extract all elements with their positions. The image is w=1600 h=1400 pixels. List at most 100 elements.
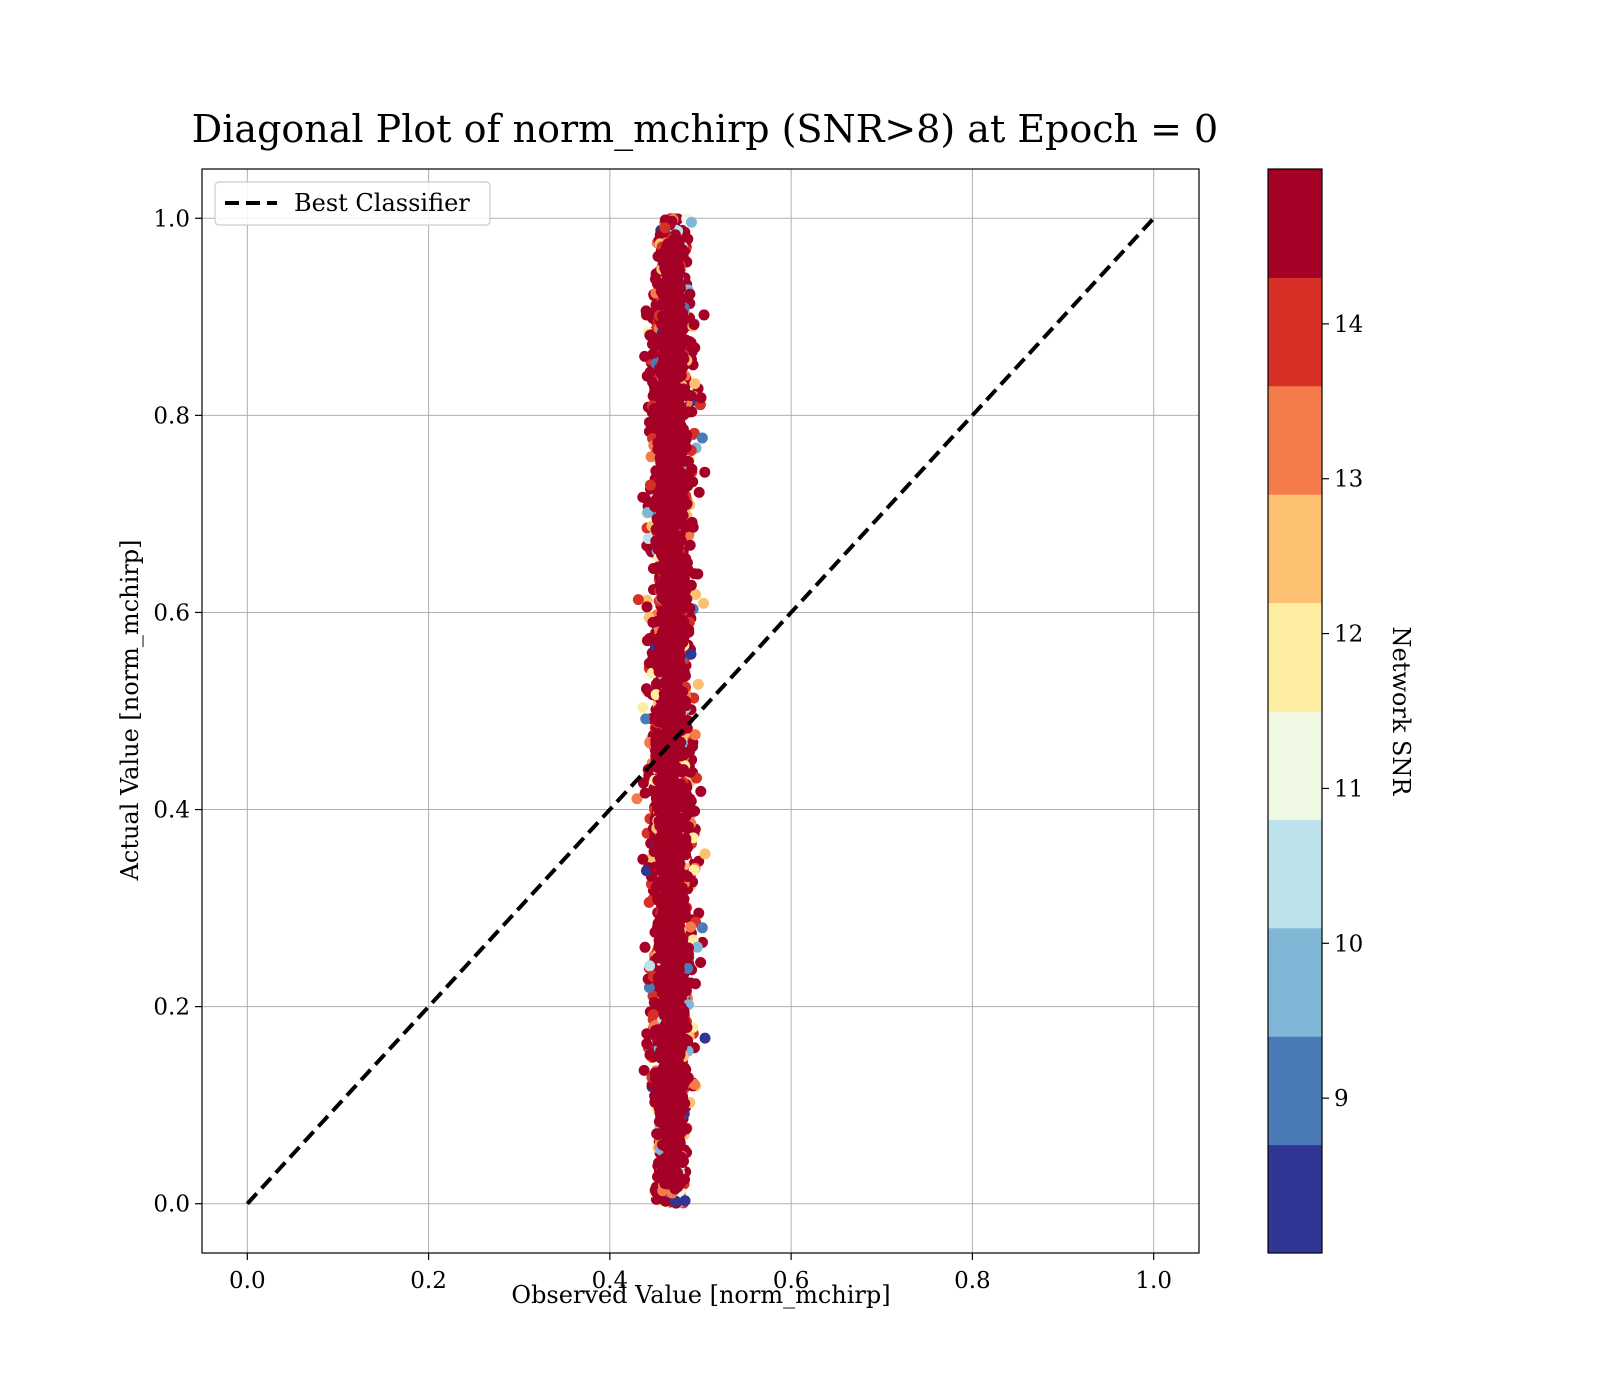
scatter-point bbox=[640, 788, 651, 799]
scatter-point bbox=[652, 514, 663, 525]
colorbar-band bbox=[1268, 1036, 1322, 1145]
scatter-point bbox=[676, 573, 687, 584]
scatter-point bbox=[667, 335, 678, 346]
scatter-point bbox=[673, 998, 684, 1009]
scatter-point bbox=[669, 766, 680, 777]
scatter-point bbox=[668, 1162, 679, 1173]
scatter-point bbox=[665, 795, 676, 806]
scatter-point bbox=[655, 401, 666, 412]
scatter-point bbox=[684, 289, 695, 300]
scatter-point bbox=[660, 771, 671, 782]
scatter-point bbox=[652, 437, 663, 448]
scatter-point bbox=[676, 955, 687, 966]
scatter-point bbox=[667, 810, 678, 821]
scatter-point bbox=[660, 460, 671, 471]
scatter-point bbox=[678, 987, 689, 998]
scatter-point bbox=[642, 635, 653, 646]
scatter-point bbox=[672, 834, 683, 845]
scatter-point bbox=[663, 849, 674, 860]
y-tick-label: 0.4 bbox=[153, 798, 190, 824]
scatter-point bbox=[658, 827, 669, 838]
scatter-point bbox=[695, 957, 706, 968]
scatter-point-outlier bbox=[697, 922, 708, 933]
colorbar-band bbox=[1268, 1145, 1322, 1254]
scatter-point bbox=[649, 340, 660, 351]
scatter-point bbox=[664, 693, 675, 704]
scatter-point bbox=[685, 649, 696, 660]
scatter-point bbox=[676, 535, 687, 546]
scatter-point bbox=[694, 487, 705, 498]
scatter-point bbox=[668, 649, 679, 660]
scatter-point bbox=[650, 535, 661, 546]
scatter-point-outlier bbox=[700, 1033, 711, 1044]
scatter-point bbox=[648, 1009, 659, 1020]
scatter-point bbox=[678, 353, 689, 364]
scatter-point bbox=[674, 867, 685, 878]
scatter-point bbox=[661, 351, 672, 362]
scatter-point bbox=[674, 419, 685, 430]
legend: Best Classifier bbox=[215, 182, 490, 225]
x-tick-label: 0.8 bbox=[954, 1268, 991, 1294]
scatter-point-outlier bbox=[680, 1195, 691, 1206]
scatter-point bbox=[652, 730, 663, 741]
scatter-point-outlier bbox=[700, 848, 711, 859]
x-tick-label: 0.2 bbox=[410, 1268, 447, 1294]
scatter-point bbox=[671, 469, 682, 480]
scatter-point bbox=[640, 492, 651, 503]
scatter-point bbox=[680, 334, 691, 345]
scatter-point bbox=[671, 277, 682, 288]
scatter-point bbox=[673, 404, 684, 415]
colorbar-tick-label: 10 bbox=[1334, 931, 1363, 957]
scatter-point bbox=[666, 544, 677, 555]
colorbar-band bbox=[1268, 711, 1322, 820]
colorbar-band bbox=[1268, 386, 1322, 495]
scatter-point bbox=[689, 342, 700, 353]
scatter-point bbox=[671, 1085, 682, 1096]
scatter-point bbox=[677, 1039, 688, 1050]
y-tick-label: 0.0 bbox=[153, 1192, 190, 1218]
scatter-point bbox=[671, 490, 682, 501]
scatter-point bbox=[668, 668, 679, 679]
x-tick-label: 0.0 bbox=[229, 1268, 266, 1294]
scatter-point bbox=[695, 786, 706, 797]
scatter-point bbox=[699, 467, 710, 478]
scatter-point bbox=[668, 581, 679, 592]
y-axis-label: Actual Value [norm_mchirp] bbox=[116, 540, 144, 882]
scatter-point-outlier bbox=[686, 217, 697, 228]
scatter-point bbox=[633, 594, 644, 605]
colorbar-band bbox=[1268, 819, 1322, 928]
scatter-point bbox=[699, 309, 710, 320]
scatter-point bbox=[656, 384, 667, 395]
scatter-point bbox=[648, 1051, 659, 1062]
scatter-point bbox=[654, 425, 665, 436]
scatter-point bbox=[671, 638, 682, 649]
x-axis-label: Observed Value [norm_mchirp] bbox=[511, 1281, 890, 1309]
x-tick-label: 1.0 bbox=[1135, 1268, 1172, 1294]
scatter-point bbox=[653, 864, 664, 875]
y-tick-label: 0.6 bbox=[153, 600, 190, 626]
scatter-point bbox=[661, 980, 672, 991]
scatter-point bbox=[659, 277, 670, 288]
colorbar-band bbox=[1268, 169, 1322, 278]
colorbar-band bbox=[1268, 928, 1322, 1037]
scatter-point bbox=[681, 1022, 692, 1033]
y-tick-label: 0.2 bbox=[153, 995, 190, 1021]
scatter-point bbox=[660, 950, 671, 961]
scatter-point bbox=[685, 922, 696, 933]
scatter-point bbox=[658, 714, 669, 725]
scatter-point bbox=[667, 293, 678, 304]
scatter-point bbox=[649, 846, 660, 857]
scatter-point bbox=[675, 851, 686, 862]
scatter-point-outlier bbox=[670, 1183, 681, 1194]
scatter-point bbox=[670, 780, 681, 791]
scatter-point bbox=[663, 322, 674, 333]
colorbar-tick-label: 11 bbox=[1334, 776, 1363, 802]
scatter-point bbox=[686, 464, 697, 475]
legend-label-best-classifier: Best Classifier bbox=[294, 189, 470, 217]
colorbar-tick-label: 13 bbox=[1334, 467, 1363, 493]
scatter-point bbox=[666, 617, 677, 628]
colorbar-band bbox=[1268, 277, 1322, 386]
colorbar-label: Network SNR bbox=[1387, 627, 1415, 797]
scatter-point-outlier bbox=[641, 305, 652, 316]
y-tick-label: 0.8 bbox=[153, 403, 190, 429]
